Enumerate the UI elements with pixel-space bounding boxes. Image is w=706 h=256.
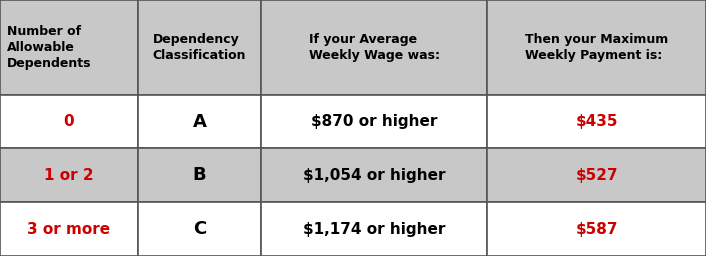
Text: 3 or more: 3 or more	[28, 222, 110, 237]
Text: A: A	[193, 113, 206, 131]
Bar	[487, 0, 706, 95]
Text: $1,174 or higher: $1,174 or higher	[303, 222, 445, 237]
Bar	[0, 148, 138, 202]
Text: B: B	[193, 166, 206, 184]
Bar	[138, 95, 261, 148]
Text: $1,054 or higher: $1,054 or higher	[303, 168, 445, 183]
Bar	[0, 0, 138, 95]
Text: Dependency
Classification: Dependency Classification	[152, 33, 246, 62]
Text: 1 or 2: 1 or 2	[44, 168, 94, 183]
Bar	[138, 148, 261, 202]
Bar	[487, 202, 706, 256]
Text: $435: $435	[575, 114, 618, 129]
Text: $527: $527	[575, 168, 618, 183]
Text: 0: 0	[64, 114, 74, 129]
Bar	[0, 202, 138, 256]
Text: $870 or higher: $870 or higher	[311, 114, 438, 129]
Bar	[261, 0, 487, 95]
Bar	[487, 95, 706, 148]
Text: $587: $587	[575, 222, 618, 237]
Bar	[138, 202, 261, 256]
Bar	[261, 202, 487, 256]
Text: Number of
Allowable
Dependents: Number of Allowable Dependents	[7, 25, 92, 70]
Bar	[487, 148, 706, 202]
Text: Then your Maximum
Weekly Payment is:: Then your Maximum Weekly Payment is:	[525, 33, 668, 62]
Bar	[261, 95, 487, 148]
Bar	[138, 0, 261, 95]
Text: If your Average
Weekly Wage was:: If your Average Weekly Wage was:	[309, 33, 440, 62]
Text: C: C	[193, 220, 206, 238]
Bar	[261, 148, 487, 202]
Bar	[0, 95, 138, 148]
